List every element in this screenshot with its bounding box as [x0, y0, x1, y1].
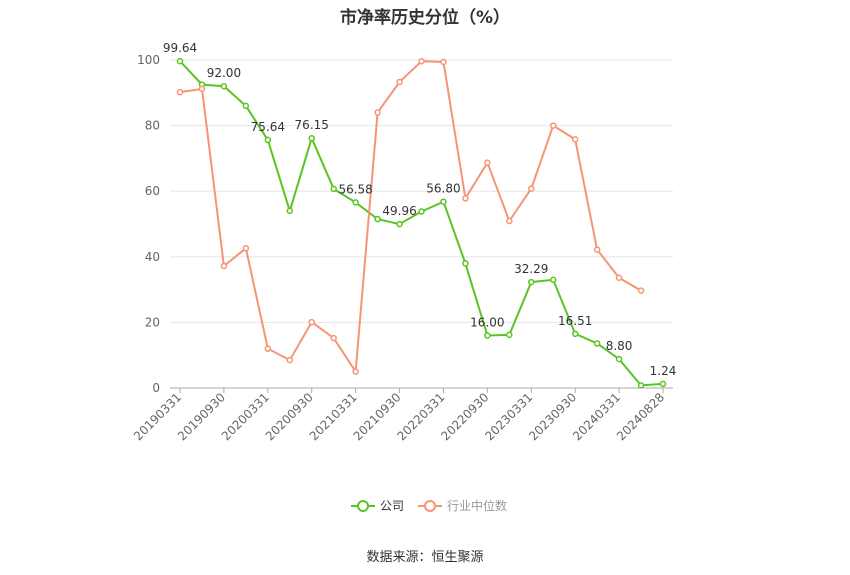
data-point[interactable] — [352, 199, 359, 206]
data-point[interactable] — [396, 78, 403, 86]
data-point[interactable] — [242, 245, 250, 252]
data-point[interactable] — [242, 102, 250, 110]
legend-marker — [424, 500, 436, 512]
axes: 0204060801002019033120190930202003312020… — [131, 53, 673, 443]
data-point[interactable] — [637, 382, 645, 389]
data-point[interactable] — [264, 345, 272, 352]
y-tick-label: 40 — [145, 250, 160, 264]
data-point[interactable] — [308, 134, 315, 142]
data-point[interactable] — [176, 57, 184, 65]
data-point[interactable] — [396, 220, 403, 228]
data-point[interactable] — [418, 208, 425, 215]
data-point[interactable] — [440, 58, 447, 66]
series-1 — [176, 58, 645, 375]
data-point[interactable] — [571, 330, 579, 338]
grid-lines — [170, 59, 673, 323]
series-lines — [176, 57, 667, 389]
data-point[interactable] — [308, 318, 315, 326]
data-point[interactable] — [462, 260, 469, 267]
data-point[interactable] — [571, 136, 579, 143]
data-point[interactable] — [637, 287, 645, 294]
data-point[interactable] — [220, 82, 228, 90]
y-tick-label: 80 — [145, 119, 160, 133]
y-tick-label: 0 — [152, 381, 160, 395]
data-point[interactable] — [374, 109, 381, 116]
data-label: 1.24 — [650, 364, 677, 378]
data-point[interactable] — [615, 274, 623, 282]
legend-label: 行业中位数 — [447, 498, 507, 513]
data-point[interactable] — [549, 122, 557, 129]
data-point[interactable] — [176, 88, 184, 96]
data-point[interactable] — [593, 246, 601, 253]
data-point[interactable] — [440, 198, 447, 205]
data-point[interactable] — [330, 185, 337, 193]
source-note: 数据来源：恒生聚源 — [366, 550, 484, 565]
data-point[interactable] — [330, 334, 337, 342]
data-point[interactable] — [374, 215, 381, 223]
data-label: 99.64 — [163, 41, 197, 55]
legend-item-1[interactable]: 行业中位数 — [418, 498, 507, 513]
data-labels: 99.64 92.00 75.64 76.15 56.58 49.96 56.80 16.00… — [163, 41, 677, 378]
data-label: 49.96 — [382, 204, 416, 218]
data-label: 16.51 — [558, 314, 592, 328]
legend-label: 公司 — [380, 499, 404, 513]
legend-marker — [357, 500, 369, 512]
data-point[interactable] — [286, 207, 294, 215]
data-point[interactable] — [506, 217, 513, 225]
data-label: 75.64 — [251, 120, 285, 134]
data-point[interactable] — [220, 262, 228, 270]
data-point[interactable] — [593, 340, 601, 347]
data-label: 56.58 — [338, 182, 372, 196]
series-0 — [176, 57, 667, 389]
y-tick-label: 100 — [137, 53, 160, 67]
data-point[interactable] — [484, 332, 491, 339]
data-label: 8.80 — [606, 339, 633, 353]
data-label: 92.00 — [207, 66, 241, 80]
legend: 公司 行业中位数 — [351, 498, 507, 513]
data-point[interactable] — [506, 331, 513, 339]
data-point[interactable] — [462, 195, 469, 202]
chart-title: 市净率历史分位（%） — [339, 8, 511, 28]
y-tick-label: 20 — [145, 315, 160, 329]
data-point[interactable] — [549, 276, 557, 284]
data-label: 76.15 — [295, 118, 329, 132]
data-point[interactable] — [528, 185, 535, 192]
legend-item-0[interactable]: 公司 — [351, 499, 404, 513]
data-point[interactable] — [352, 368, 359, 375]
data-point[interactable] — [418, 58, 425, 65]
series-line — [179, 60, 664, 387]
data-point[interactable] — [484, 159, 491, 166]
data-label: 56.80 — [426, 182, 460, 196]
data-point[interactable] — [528, 278, 535, 286]
data-point[interactable] — [198, 85, 206, 93]
x-tick-label: 20240828 — [614, 390, 667, 443]
data-point[interactable] — [264, 136, 272, 144]
data-label: 32.29 — [514, 262, 548, 276]
data-point[interactable] — [615, 355, 623, 363]
data-label: 16.00 — [470, 316, 504, 330]
y-tick-label: 60 — [145, 184, 160, 198]
data-point[interactable] — [659, 380, 667, 388]
data-point[interactable] — [286, 356, 294, 364]
series-line — [179, 60, 642, 375]
